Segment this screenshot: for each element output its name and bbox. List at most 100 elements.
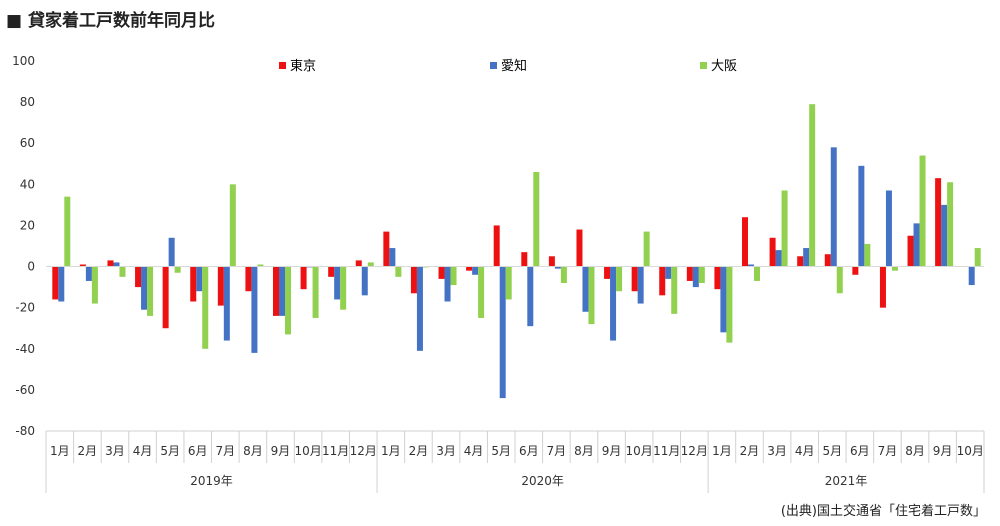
bar-大阪-21 — [616, 266, 623, 292]
bar-愛知-5 — [168, 237, 175, 267]
y-tick-label: -80 — [15, 424, 35, 438]
bar-愛知-29 — [830, 147, 837, 267]
chart-title: ■ 貸家着工戸数前年同月比 — [6, 11, 215, 31]
bar-東京-24 — [686, 266, 693, 281]
x-tick-label: 3月 — [436, 444, 456, 458]
x-tick-label: 6月 — [850, 444, 870, 458]
x-tick-label: 1月 — [381, 444, 401, 458]
bar-大阪-10 — [312, 266, 319, 318]
x-tick-label: 7月 — [216, 444, 236, 458]
bar-愛知-25 — [720, 266, 727, 333]
legend-swatch-東京 — [279, 62, 286, 69]
bar-大阪-31 — [891, 266, 898, 271]
x-tick-label: 8月 — [905, 444, 925, 458]
year-label: 2020年 — [521, 474, 564, 488]
bar-愛知-12 — [361, 266, 368, 296]
bar-東京-18 — [521, 252, 528, 267]
bar-東京-11 — [328, 266, 335, 277]
bar-大阪-3 — [119, 266, 126, 277]
bar-東京-9 — [273, 266, 279, 316]
bar-大阪-23 — [671, 266, 678, 314]
y-tick-label: -40 — [15, 342, 35, 356]
bar-愛知-26 — [748, 264, 754, 267]
bar-東京-17 — [493, 225, 500, 267]
x-tick-label: 2月 — [78, 444, 98, 458]
bar-愛知-34 — [968, 266, 975, 286]
bar-大阪-27 — [781, 190, 788, 267]
bar-大阪-2 — [91, 266, 98, 304]
x-tick-label: 7月 — [878, 444, 898, 458]
bar-愛知-9 — [279, 266, 285, 316]
bar-愛知-8 — [251, 266, 258, 353]
x-tick-label: 6月 — [519, 444, 539, 458]
bar-大阪-30 — [864, 243, 871, 267]
bar-大阪-1 — [64, 196, 71, 267]
source-note: (出典)国土交通省「住宅着工戸数」 — [780, 504, 986, 519]
bar-大阪-18 — [533, 172, 540, 267]
bar-東京-4 — [135, 266, 142, 288]
x-tick-label: 6月 — [188, 444, 208, 458]
x-tick-label: 4月 — [464, 444, 484, 458]
x-tick-label: 2月 — [409, 444, 429, 458]
bar-東京-3 — [107, 260, 114, 267]
bar-愛知-18 — [527, 266, 534, 327]
bar-大阪-24 — [698, 266, 705, 283]
x-tick-label: 1月 — [50, 444, 70, 458]
bar-東京-1 — [52, 266, 59, 300]
bar-大阪-8 — [257, 264, 264, 267]
bar-大阪-25 — [726, 266, 733, 343]
bar-東京-13 — [383, 231, 390, 267]
y-tick-label: 20 — [20, 218, 35, 232]
x-tick-label: 10月 — [957, 444, 984, 458]
bar-東京-20 — [576, 229, 583, 267]
bar-愛知-32 — [913, 223, 920, 267]
bar-愛知-17 — [499, 266, 506, 399]
legend-label: 愛知 — [501, 58, 527, 74]
bar-東京-2 — [79, 264, 86, 267]
bar-愛知-19 — [554, 266, 561, 269]
y-tick-label: -20 — [15, 301, 35, 315]
bar-東京-28 — [797, 256, 804, 267]
x-tick-label: 5月 — [160, 444, 180, 458]
bar-大阪-7 — [229, 184, 236, 267]
bar-東京-10 — [300, 266, 307, 290]
bar-愛知-20 — [582, 266, 589, 312]
bar-大阪-22 — [643, 231, 650, 267]
bar-愛知-33 — [941, 204, 948, 267]
y-tick-label: -60 — [15, 383, 35, 397]
legend-swatch-大阪 — [700, 62, 707, 69]
year-label: 2019年 — [190, 474, 233, 488]
x-tick-label: 3月 — [105, 444, 125, 458]
x-tick-label: 5月 — [491, 444, 511, 458]
x-tick-label: 11月 — [653, 444, 680, 458]
year-label: 2021年 — [825, 474, 868, 488]
bar-東京-26 — [742, 217, 748, 267]
x-tick-label: 5月 — [822, 444, 842, 458]
bar-大阪-28 — [809, 104, 816, 267]
legend-swatch-愛知 — [490, 62, 497, 69]
bar-愛知-11 — [334, 266, 341, 300]
y-tick-label: 0 — [27, 260, 35, 274]
bar-愛知-27 — [775, 250, 782, 267]
x-tick-label: 9月 — [933, 444, 953, 458]
bar-愛知-22 — [637, 266, 644, 304]
x-tick-label: 10月 — [294, 444, 321, 458]
x-tick-label: 10月 — [626, 444, 653, 458]
x-tick-label: 11月 — [322, 444, 349, 458]
bar-東京-30 — [852, 266, 859, 275]
bar-愛知-7 — [223, 266, 230, 341]
bar-大阪-17 — [505, 266, 512, 300]
x-tick-label: 4月 — [133, 444, 153, 458]
bar-愛知-1 — [58, 266, 65, 302]
x-tick-label: 9月 — [602, 444, 622, 458]
x-tick-label: 12月 — [681, 444, 708, 458]
bar-大阪-19 — [560, 266, 567, 283]
bar-愛知-3 — [113, 262, 120, 267]
bar-東京-6 — [190, 266, 197, 302]
bar-大阪-12 — [367, 262, 374, 267]
bar-東京-16 — [466, 266, 473, 271]
bar-大阪-13 — [395, 266, 402, 277]
bar-愛知-30 — [858, 165, 865, 267]
bar-愛知-24 — [692, 266, 699, 288]
